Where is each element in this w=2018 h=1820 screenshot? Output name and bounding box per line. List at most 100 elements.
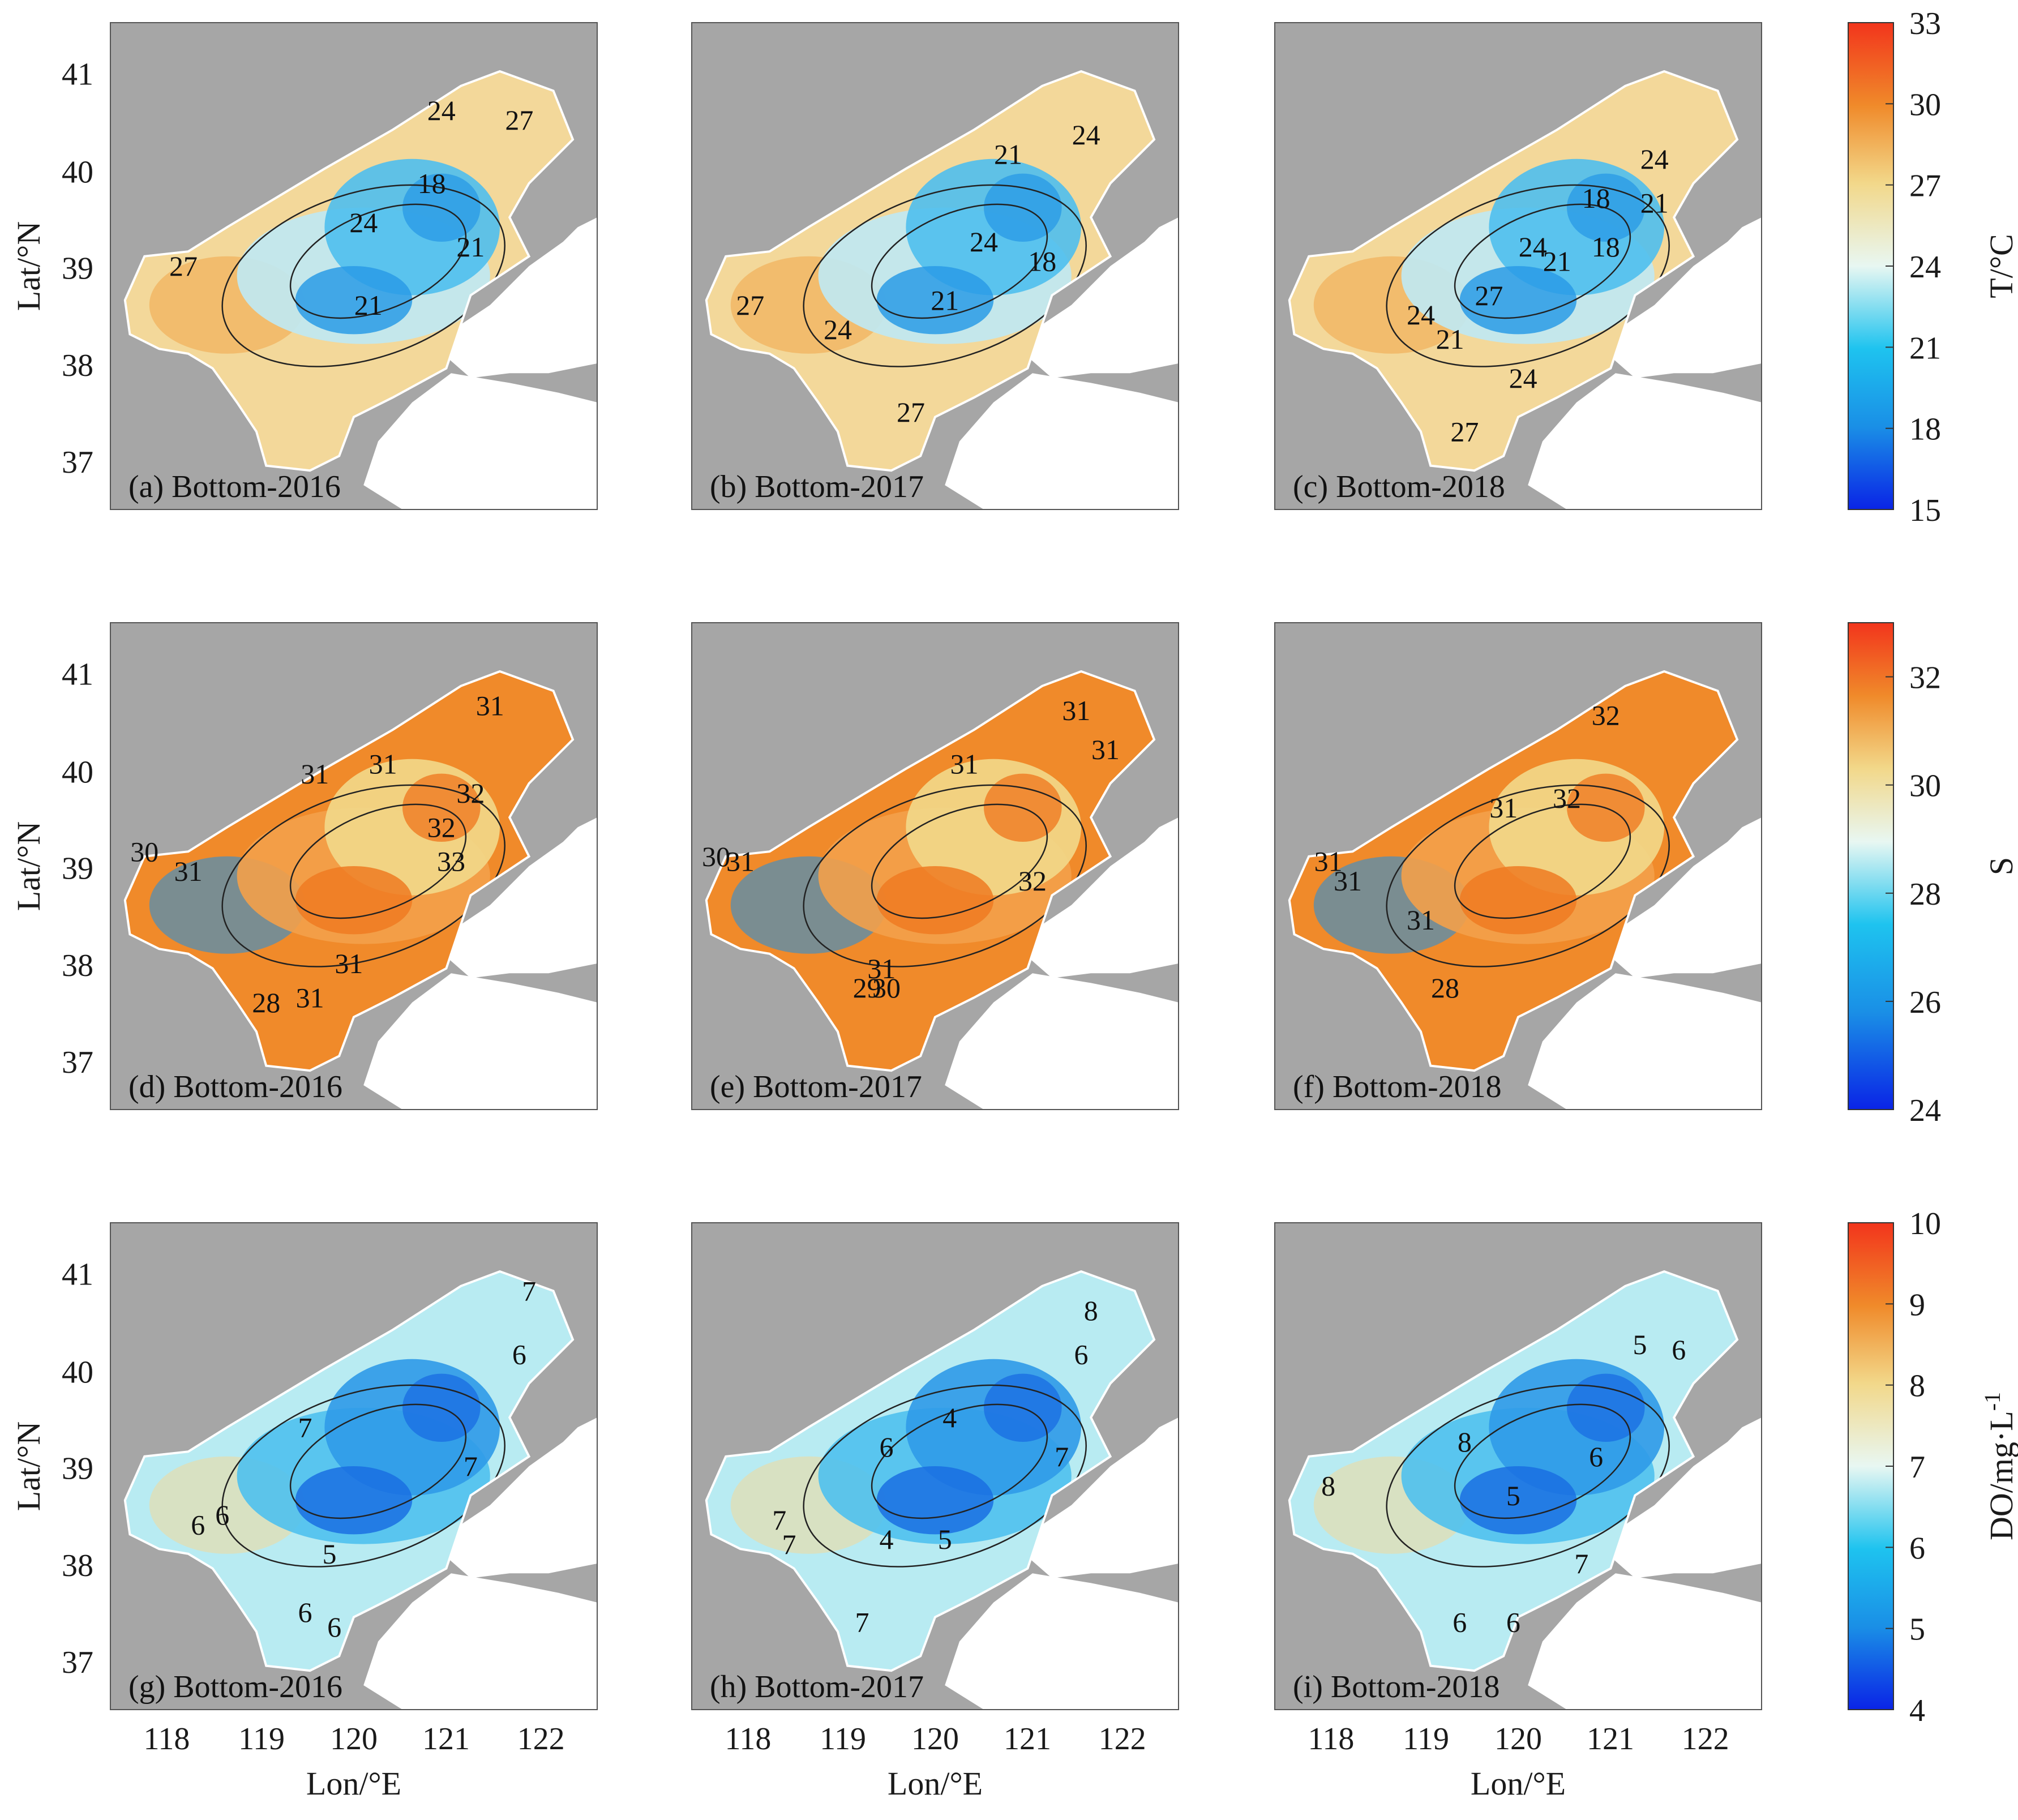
map-panel: 24 27 18 24 21 21 27 (a) Bottom-2016: [110, 22, 598, 510]
panel-frame: [691, 22, 1179, 510]
contour-label: 18: [418, 168, 446, 199]
colorbar-ramp: [1848, 622, 1894, 1110]
panel-frame: [1274, 22, 1762, 510]
colorbar-tick-label: 27: [1909, 169, 1941, 204]
panel-frame: [110, 1222, 598, 1710]
lon-tick-label: 121: [1004, 1721, 1051, 1757]
panel-label: (h) Bottom-2017: [710, 1669, 924, 1705]
lat-tick-label: 39: [62, 251, 93, 286]
colorbar-tick-label: 15: [1909, 493, 1941, 528]
contour-label: 32: [1553, 782, 1581, 814]
lon-tick-label: 120: [1494, 1721, 1542, 1757]
contour-label: 32: [427, 811, 456, 843]
shandong-peninsula: [945, 1573, 1179, 1710]
coastline: [705, 1270, 1156, 1672]
map-panel: 21 24 24 21 18 27 24 27 (b) Bottom-2017: [691, 22, 1179, 510]
lon-tick-label: 119: [820, 1721, 866, 1757]
lon-tick-label: 122: [517, 1721, 565, 1757]
coastline: [123, 1270, 575, 1672]
colorbar-tick-label: 8: [1909, 1369, 1925, 1404]
colorbar-tick-label: 33: [1909, 6, 1941, 41]
contour-label: 24: [1640, 143, 1669, 175]
colorbar-label: T/°C: [1983, 234, 2018, 298]
lon-tick-label: 119: [238, 1721, 285, 1757]
contour-label: 31: [950, 748, 979, 780]
lat-tick-label: 40: [62, 155, 93, 190]
colorbar-tick-label: 32: [1909, 661, 1941, 696]
contour-label: 24: [824, 314, 852, 345]
contour-label: 21: [994, 138, 1022, 170]
coastline: [1288, 70, 1739, 472]
contour-label: 7: [464, 1450, 478, 1482]
contour-label: 8: [1084, 1295, 1098, 1326]
shandong-peninsula: [363, 1573, 597, 1710]
lat-tick-label: 41: [62, 657, 93, 692]
contour-label: 31: [335, 948, 363, 979]
contour-label: 4: [942, 1402, 957, 1433]
contour-label: 18: [1592, 231, 1620, 263]
liaodong-peninsula: [1013, 817, 1179, 978]
lat-tick-label: 40: [62, 1355, 93, 1390]
lat-tick-label: 38: [62, 1548, 93, 1583]
contour-label: 31: [726, 846, 755, 877]
contour-label: 4: [880, 1523, 894, 1555]
colorbar-tick-label: 5: [1909, 1612, 1925, 1647]
contour-label: 6: [298, 1596, 312, 1628]
contour-label: 24: [349, 207, 378, 238]
contour-label: 6: [512, 1338, 526, 1370]
contour-label: 6: [327, 1611, 341, 1643]
contour-label: 31: [1314, 846, 1343, 877]
contour-label: 6: [1672, 1334, 1686, 1365]
contour-label: 6: [880, 1431, 894, 1463]
contour-label: 21: [931, 284, 959, 316]
contour-label: 32: [456, 777, 485, 809]
colorbar-label: S: [1983, 857, 2018, 875]
y-axis-label: Lat/°N: [10, 221, 47, 311]
contour-label: 32: [1018, 865, 1047, 897]
liaodong-peninsula: [1596, 817, 1762, 978]
contour-label: 31: [1091, 734, 1120, 765]
panel-frame: [691, 1222, 1179, 1710]
shandong-peninsula: [1528, 373, 1762, 509]
liaodong-peninsula: [431, 817, 597, 978]
liaodong-peninsula: [431, 1418, 597, 1578]
lon-tick-label: 119: [1403, 1721, 1449, 1757]
coastline: [1288, 670, 1739, 1072]
y-axis-label: Lat/°N: [10, 1421, 47, 1511]
contour-label: 24: [1407, 299, 1435, 331]
lat-tick-label: 37: [62, 1045, 93, 1080]
contour-label: 31: [301, 758, 329, 790]
contour-label: 27: [169, 250, 198, 282]
colorbar-tick-label: 4: [1909, 1693, 1925, 1728]
lat-tick-label: 39: [62, 1451, 93, 1486]
contour-label: 7: [298, 1411, 312, 1443]
lon-tick-label: 122: [1682, 1721, 1729, 1757]
colorbar-tick-label: 24: [1909, 250, 1941, 285]
contour-label: 31: [296, 982, 324, 1013]
contour-label: 21: [1543, 246, 1571, 277]
panel-label: (c) Bottom-2018: [1293, 469, 1505, 504]
panel-label: (d) Bottom-2016: [128, 1069, 342, 1104]
coastline: [1288, 1270, 1739, 1672]
contour-label: 28: [1431, 972, 1459, 1004]
liaodong-peninsula: [1013, 217, 1179, 378]
panel-frame: [110, 22, 598, 510]
contour-label: 31: [867, 953, 896, 984]
contour-label: 6: [1506, 1606, 1520, 1638]
contour-label: 6: [1453, 1606, 1467, 1638]
y-axis-label: Lat/°N: [10, 821, 47, 911]
lat-tick-label: 38: [62, 948, 93, 983]
shandong-peninsula: [945, 373, 1179, 509]
colorbar: 10 9 8 7 6 5 4 DO/mg·L-1: [1848, 1206, 2018, 1728]
contour-label: 31: [476, 690, 504, 721]
contour-label: 24: [1519, 231, 1547, 263]
x-axis-label: Lon/°E: [306, 1765, 401, 1802]
contour-label: 31: [1407, 904, 1435, 936]
lon-tick-label: 118: [725, 1721, 771, 1757]
contour-label: 8: [1321, 1470, 1335, 1502]
